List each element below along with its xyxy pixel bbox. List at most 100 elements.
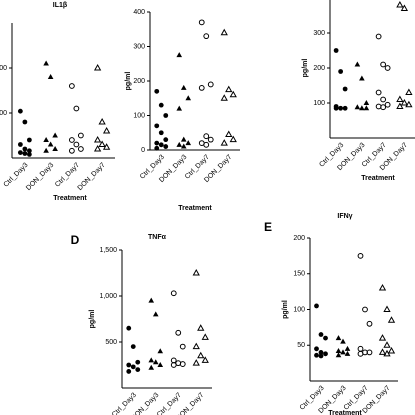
dot <box>135 359 141 365</box>
dot <box>93 144 102 152</box>
y-tick-label: 200 <box>293 235 305 242</box>
dot <box>197 351 205 359</box>
dot <box>163 137 169 143</box>
dot <box>179 361 186 367</box>
dot <box>158 130 164 136</box>
dot <box>375 89 382 96</box>
x-tick-label: Ctrl_Day7 <box>156 392 183 415</box>
dot <box>323 351 328 357</box>
dot <box>26 137 32 143</box>
dot <box>176 52 183 58</box>
dot <box>344 345 351 351</box>
dot <box>203 33 210 40</box>
y-tick-label: 100 <box>313 100 325 107</box>
dot <box>148 357 155 363</box>
y-axis-label: pg/ml <box>302 59 309 78</box>
dot <box>314 346 319 352</box>
dot <box>126 325 132 331</box>
dot <box>338 105 344 111</box>
dot <box>43 60 49 66</box>
dot <box>77 132 84 139</box>
dot <box>154 123 160 129</box>
dot <box>318 350 324 355</box>
y-tick-label: 100 <box>133 112 145 119</box>
dot <box>148 297 155 303</box>
dot <box>102 143 111 150</box>
dot <box>338 69 344 74</box>
dot <box>192 342 200 350</box>
x-tick-label: Ctrl_Day3 <box>3 162 30 189</box>
dot <box>154 88 160 94</box>
dot <box>126 369 132 374</box>
dot <box>185 95 192 101</box>
dot <box>158 102 164 108</box>
dot <box>380 104 387 111</box>
dot <box>387 346 396 354</box>
dot <box>405 88 413 95</box>
dot <box>179 343 186 350</box>
dot <box>354 104 361 110</box>
y-tick-label: 0 <box>141 147 145 154</box>
dot <box>198 85 205 91</box>
x-axis-label: Treatment <box>361 175 395 182</box>
y-axis-label: pg/ml <box>125 72 132 91</box>
dot <box>98 140 106 147</box>
y-tick-label: 1000 <box>0 65 7 72</box>
dot <box>405 100 413 108</box>
dot <box>130 364 136 370</box>
dot <box>152 359 159 365</box>
dot <box>318 353 324 359</box>
panel-label: E <box>264 220 272 234</box>
dot <box>192 268 200 276</box>
dot <box>22 119 28 125</box>
dot <box>203 133 210 140</box>
dot <box>396 0 404 8</box>
dot <box>220 94 228 101</box>
dot <box>357 252 364 259</box>
dot <box>323 335 328 341</box>
dot <box>359 75 365 81</box>
dot <box>43 147 49 153</box>
dot <box>229 90 237 98</box>
dot <box>229 135 237 143</box>
dot <box>102 126 111 134</box>
panel-title: IFNγ <box>337 213 352 220</box>
x-tick-label: DON_Day3 <box>25 162 55 192</box>
dot <box>197 324 205 331</box>
dot <box>130 344 136 349</box>
dot <box>340 338 346 344</box>
dot <box>163 144 169 149</box>
dot <box>180 136 187 142</box>
y-axis-label: pg/ml <box>89 310 96 329</box>
dot <box>22 151 28 156</box>
dot <box>176 105 183 111</box>
dot <box>342 86 348 92</box>
x-axis-label: Treatment <box>328 410 362 415</box>
dot <box>333 48 339 53</box>
dot <box>43 137 49 142</box>
dot <box>52 146 58 151</box>
dot <box>380 96 387 103</box>
dot <box>342 105 348 111</box>
dot <box>77 146 84 152</box>
dot <box>201 333 209 340</box>
dot <box>383 341 391 348</box>
dot <box>17 142 23 147</box>
dot <box>154 145 160 151</box>
x-tick-label: Ctrl_Day7 <box>54 162 81 189</box>
dot <box>207 136 214 143</box>
dot <box>26 152 32 157</box>
dot <box>198 19 205 26</box>
dot <box>52 132 58 138</box>
dot <box>158 142 164 148</box>
dot <box>220 139 228 146</box>
dot <box>175 329 182 336</box>
dot <box>378 334 387 341</box>
y-tick-label: 500 <box>0 110 7 117</box>
dot <box>375 33 382 40</box>
y-tick-label: 400 <box>313 0 325 2</box>
dot <box>68 147 75 154</box>
dot <box>359 105 365 111</box>
dot <box>176 141 183 147</box>
